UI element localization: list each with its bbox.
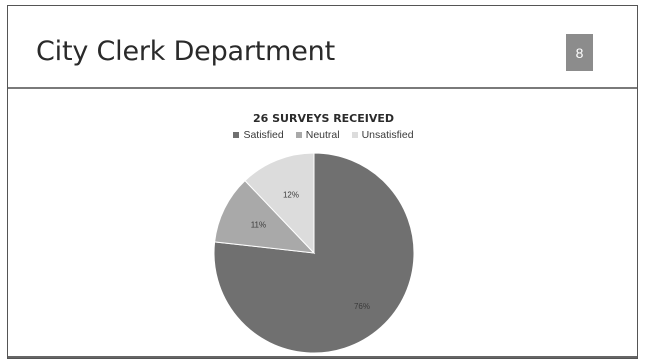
pie-label-satisfied: 76%: [354, 302, 370, 311]
legend-swatch-satisfied: [233, 132, 240, 138]
page-number-badge: 8: [566, 34, 593, 71]
pie-slice-neutral: [214, 179, 316, 254]
slide: City Clerk Department 8 26 SURVEYS RECEI…: [7, 5, 638, 359]
slide-title: City Clerk Department: [36, 36, 335, 67]
pie-chart: 76% 11% 12%: [213, 152, 415, 354]
title-divider: [8, 87, 637, 89]
chart-title: 26 SURVEYS RECEIVED: [252, 112, 395, 125]
pie-slice-unsatisfied: [244, 152, 315, 255]
legend-label-satisfied: Satisfied: [243, 129, 284, 141]
legend-item-neutral: Neutral: [295, 129, 340, 141]
legend-label-neutral: Neutral: [305, 129, 340, 141]
legend-item-satisfied: Satisfied: [233, 129, 284, 141]
legend-swatch-unsatisfied: [351, 132, 358, 138]
bottom-divider: [8, 356, 637, 358]
chart-legend: Satisfied Neutral Unsatisfied: [8, 129, 637, 141]
pie-slices: 76% 11% 12%: [213, 152, 415, 354]
pie-label-unsatisfied: 12%: [283, 191, 299, 200]
legend-item-unsatisfied: Unsatisfied: [351, 129, 414, 141]
legend-swatch-neutral: [295, 132, 302, 138]
legend-label-unsatisfied: Unsatisfied: [361, 129, 414, 141]
pie-label-neutral: 11%: [251, 221, 266, 230]
